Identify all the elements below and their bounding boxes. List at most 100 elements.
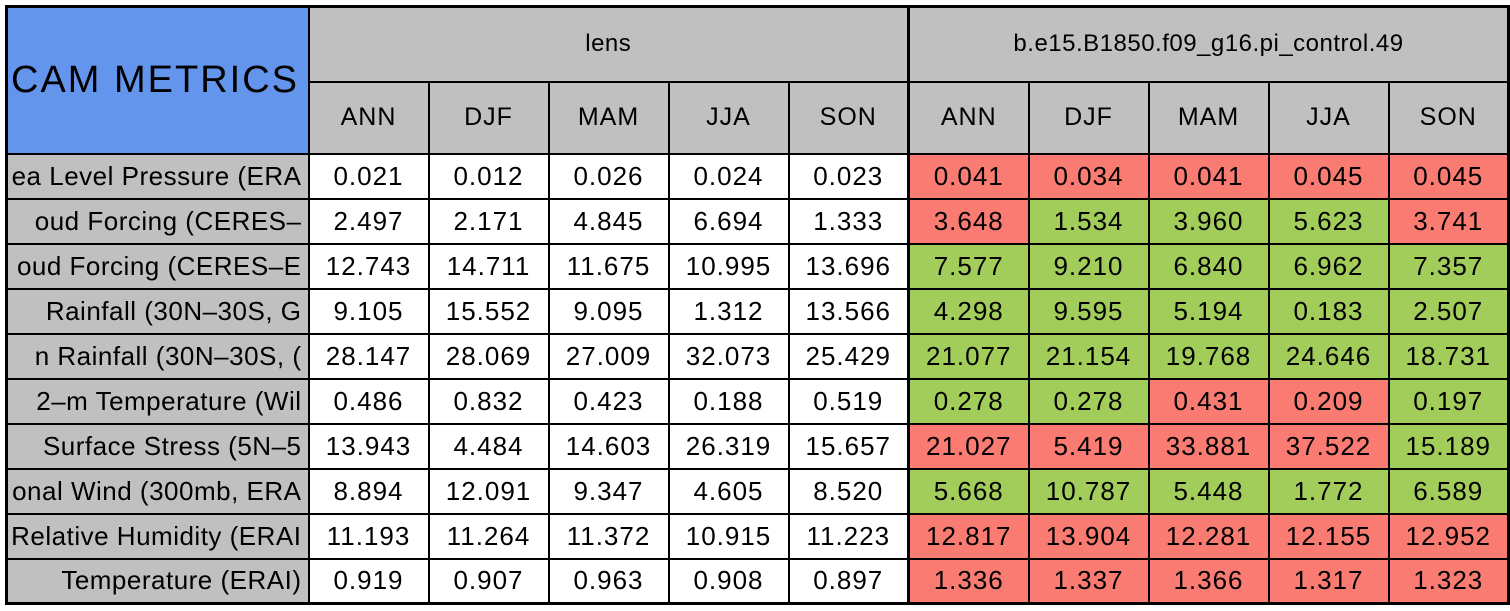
- season-header-control-son: SON: [1387, 80, 1510, 155]
- season-header-control-jja: JJA: [1267, 80, 1390, 155]
- group-header-control: b.e15.B1850.f09_g16.pi_control.49: [907, 5, 1510, 83]
- control-value-cell: 9.595: [1027, 287, 1150, 335]
- season-header-lens-ann: ANN: [307, 80, 430, 155]
- lens-value-cell: 14.711: [427, 242, 550, 290]
- control-value-cell: 1.366: [1147, 557, 1270, 605]
- control-value-cell: 6.840: [1147, 242, 1270, 290]
- control-value-cell: 12.952: [1387, 512, 1510, 560]
- control-value-cell: 1.323: [1387, 557, 1510, 605]
- control-value-cell: 0.041: [1147, 152, 1270, 200]
- control-value-cell: 0.045: [1267, 152, 1390, 200]
- lens-value-cell: 12.743: [307, 242, 430, 290]
- lens-value-cell: 11.264: [427, 512, 550, 560]
- lens-value-cell: 25.429: [787, 332, 910, 380]
- control-value-cell: 5.194: [1147, 287, 1270, 335]
- lens-value-cell: 28.147: [307, 332, 430, 380]
- control-value-cell: 1.317: [1267, 557, 1390, 605]
- control-value-cell: 0.278: [1027, 377, 1150, 425]
- control-value-cell: 5.448: [1147, 467, 1270, 515]
- lens-value-cell: 15.657: [787, 422, 910, 470]
- season-header-control-mam: MAM: [1147, 80, 1270, 155]
- table-row: onal Wind (300mb, ERA 8.894 12.091 9.347 4.6…: [5, 467, 1510, 515]
- lens-value-cell: 8.520: [787, 467, 910, 515]
- lens-value-cell: 0.423: [547, 377, 670, 425]
- lens-value-cell: 26.319: [667, 422, 790, 470]
- table-row: Temperature (ERAI) 0.919 0.907 0.963 0.908 0.…: [5, 557, 1510, 605]
- lens-value-cell: 0.963: [547, 557, 670, 605]
- control-value-cell: 1.337: [1027, 557, 1150, 605]
- lens-value-cell: 13.696: [787, 242, 910, 290]
- row-label: Temperature (ERAI): [5, 557, 310, 605]
- lens-value-cell: 15.552: [427, 287, 550, 335]
- control-value-cell: 0.034: [1027, 152, 1150, 200]
- control-value-cell: 12.281: [1147, 512, 1270, 560]
- season-header-row: ANN DJF MAM JJA SON ANN DJF MAM JJA SON: [7, 80, 1510, 155]
- control-value-cell: 5.668: [907, 467, 1030, 515]
- lens-value-cell: 4.605: [667, 467, 790, 515]
- control-value-cell: 0.183: [1267, 287, 1390, 335]
- control-value-cell: 4.298: [907, 287, 1030, 335]
- control-value-cell: 6.589: [1387, 467, 1510, 515]
- lens-value-cell: 0.024: [667, 152, 790, 200]
- table-row: oud Forcing (CERES– 2.497 2.171 4.845 6.694 1…: [5, 197, 1510, 245]
- lens-value-cell: 0.832: [427, 377, 550, 425]
- lens-value-cell: 11.223: [787, 512, 910, 560]
- lens-value-cell: 10.995: [667, 242, 790, 290]
- control-value-cell: 0.197: [1387, 377, 1510, 425]
- cam-metrics-table: CAM METRICS lens b.e15.B1850.f09_g16.pi_…: [5, 5, 1510, 605]
- control-value-cell: 18.731: [1387, 332, 1510, 380]
- season-header-lens-son: SON: [787, 80, 910, 155]
- row-label: ea Level Pressure (ERA: [5, 152, 310, 200]
- row-label: oud Forcing (CERES–: [5, 197, 310, 245]
- season-header-lens-djf: DJF: [427, 80, 550, 155]
- table-row: 2–m Temperature (Wil 0.486 0.832 0.423 0.188…: [5, 377, 1510, 425]
- group-header-row: CAM METRICS lens b.e15.B1850.f09_g16.pi_…: [5, 5, 1510, 155]
- control-value-cell: 7.577: [907, 242, 1030, 290]
- row-label: oud Forcing (CERES–E: [5, 242, 310, 290]
- table-title: CAM METRICS: [5, 5, 310, 155]
- row-label: Relative Humidity (ERAI: [5, 512, 310, 560]
- season-header-control-djf: DJF: [1027, 80, 1150, 155]
- lens-value-cell: 0.897: [787, 557, 910, 605]
- table-row: ea Level Pressure (ERA 0.021 0.012 0.026 0.0…: [5, 152, 1510, 200]
- metrics-table-container: CAM METRICS lens b.e15.B1850.f09_g16.pi_…: [5, 5, 1510, 605]
- lens-value-cell: 1.312: [667, 287, 790, 335]
- lens-value-cell: 11.675: [547, 242, 670, 290]
- control-value-cell: 24.646: [1267, 332, 1390, 380]
- control-value-cell: 21.077: [907, 332, 1030, 380]
- control-value-cell: 0.278: [907, 377, 1030, 425]
- control-value-cell: 12.155: [1267, 512, 1390, 560]
- lens-value-cell: 0.486: [307, 377, 430, 425]
- lens-value-cell: 11.372: [547, 512, 670, 560]
- season-header-lens-mam: MAM: [547, 80, 670, 155]
- metrics-tbody: ea Level Pressure (ERA 0.021 0.012 0.026 0.0…: [5, 152, 1510, 605]
- table-row: n Rainfall (30N–30S, (28.147 28.069 27.009…: [5, 332, 1510, 380]
- control-value-cell: 15.189: [1387, 422, 1510, 470]
- control-value-cell: 13.904: [1027, 512, 1150, 560]
- row-label: Surface Stress (5N–5: [5, 422, 310, 470]
- control-value-cell: 6.962: [1267, 242, 1390, 290]
- season-header-lens-jja: JJA: [667, 80, 790, 155]
- lens-value-cell: 0.026: [547, 152, 670, 200]
- lens-value-cell: 0.012: [427, 152, 550, 200]
- control-value-cell: 1.336: [907, 557, 1030, 605]
- lens-value-cell: 4.484: [427, 422, 550, 470]
- control-value-cell: 33.881: [1147, 422, 1270, 470]
- table-row: Rainfall (30N–30S, G 9.105 15.552 9.095 1.31…: [5, 287, 1510, 335]
- table-header: CAM METRICS lens b.e15.B1850.f09_g16.pi_…: [5, 5, 1510, 155]
- control-value-cell: 37.522: [1267, 422, 1390, 470]
- lens-value-cell: 0.021: [307, 152, 430, 200]
- control-value-cell: 0.431: [1147, 377, 1270, 425]
- lens-value-cell: 12.091: [427, 467, 550, 515]
- lens-value-cell: 13.566: [787, 287, 910, 335]
- control-value-cell: 9.210: [1027, 242, 1150, 290]
- lens-value-cell: 10.915: [667, 512, 790, 560]
- lens-value-cell: 4.845: [547, 197, 670, 245]
- control-value-cell: 0.209: [1267, 377, 1390, 425]
- row-label: 2–m Temperature (Wil: [5, 377, 310, 425]
- lens-value-cell: 11.193: [307, 512, 430, 560]
- control-value-cell: 0.045: [1387, 152, 1510, 200]
- control-value-cell: 1.534: [1027, 197, 1150, 245]
- table-row: Surface Stress (5N–5 13.943 4.484 14.603 26.…: [5, 422, 1510, 470]
- lens-value-cell: 1.333: [787, 197, 910, 245]
